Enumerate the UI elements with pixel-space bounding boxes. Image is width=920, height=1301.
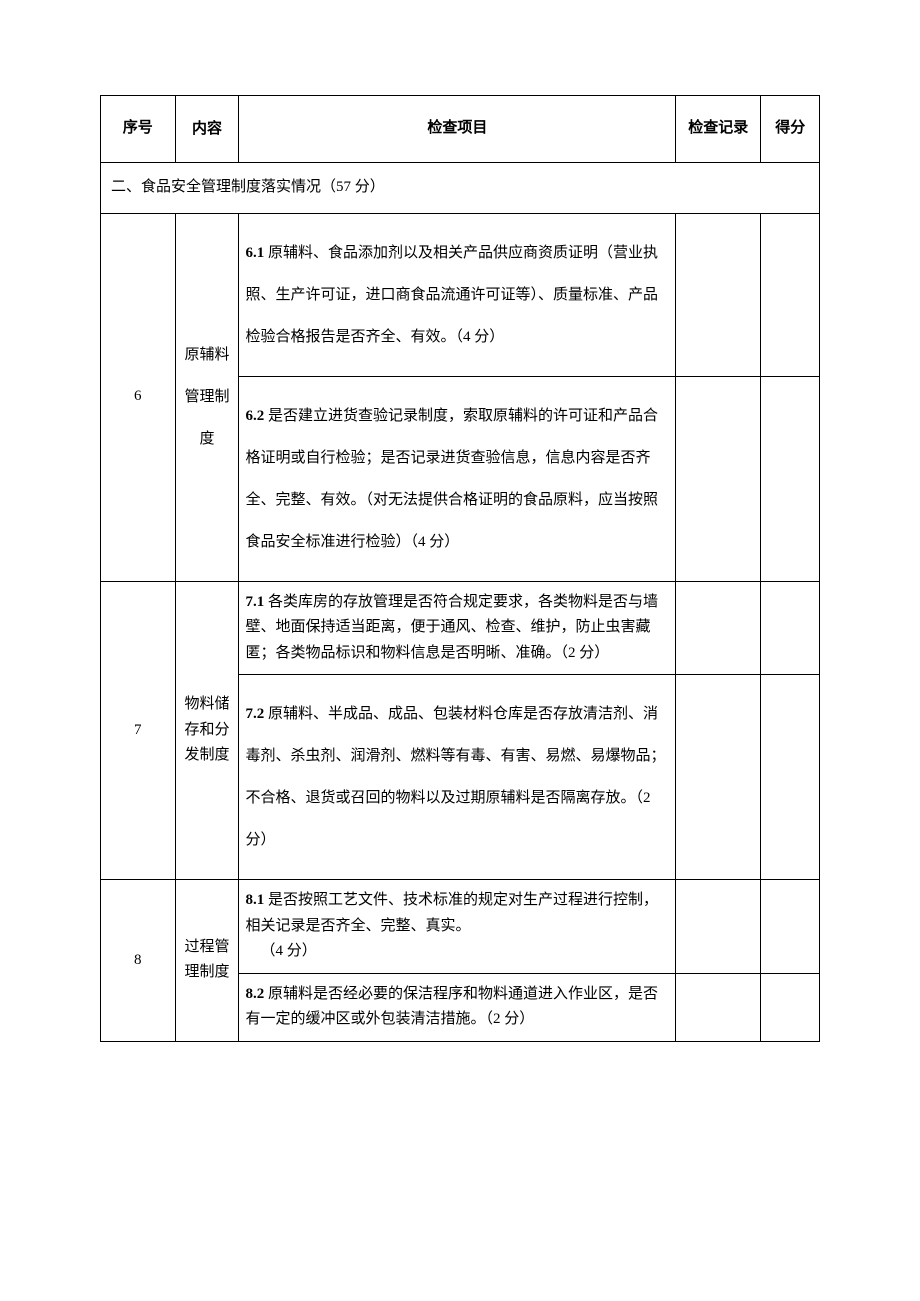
record-cell — [676, 376, 761, 581]
inspection-table: 序号 内容 检查项目 检查记录 得分 二、食品安全管理制度落实情况（57 分） … — [100, 95, 820, 1042]
item-cell: 7.2 原辅料、半成品、成品、包装材料仓库是否存放清洁剂、消毒剂、杀虫剂、润滑剂… — [239, 675, 676, 880]
score-cell — [761, 973, 820, 1041]
record-cell — [676, 213, 761, 376]
seq-cell: 6 — [101, 213, 176, 581]
content-cell: 原辅料管理制度 — [175, 213, 239, 581]
header-record: 检查记录 — [676, 96, 761, 163]
item-cell: 7.1 各类库房的存放管理是否符合规定要求，各类物料是否与墙壁、地面保持适当距离… — [239, 581, 676, 675]
header-content: 内容 — [175, 96, 239, 163]
table-header-row: 序号 内容 检查项目 检查记录 得分 — [101, 96, 820, 163]
score-cell — [761, 675, 820, 880]
item-cell: 8.1 是否按照工艺文件、技术标准的规定对生产过程进行控制，相关记录是否齐全、完… — [239, 880, 676, 974]
content-cell: 物料储存和分发制度 — [175, 581, 239, 880]
table-row: 7 物料储存和分发制度 7.1 各类库房的存放管理是否符合规定要求，各类物料是否… — [101, 581, 820, 675]
score-cell — [761, 213, 820, 376]
score-cell — [761, 581, 820, 675]
record-cell — [676, 675, 761, 880]
header-seq: 序号 — [101, 96, 176, 163]
record-cell — [676, 880, 761, 974]
score-cell — [761, 880, 820, 974]
table-row: 8 过程管理制度 8.1 是否按照工艺文件、技术标准的规定对生产过程进行控制，相… — [101, 880, 820, 974]
score-cell — [761, 376, 820, 581]
item-cell: 8.2 原辅料是否经必要的保洁程序和物料通道进入作业区，是否有一定的缓冲区或外包… — [239, 973, 676, 1041]
header-score: 得分 — [761, 96, 820, 163]
content-cell: 过程管理制度 — [175, 880, 239, 1042]
item-cell: 6.1 原辅料、食品添加剂以及相关产品供应商资质证明（营业执照、生产许可证，进口… — [239, 213, 676, 376]
table-row: 6 原辅料管理制度 6.1 原辅料、食品添加剂以及相关产品供应商资质证明（营业执… — [101, 213, 820, 376]
record-cell — [676, 973, 761, 1041]
section-title-row: 二、食品安全管理制度落实情况（57 分） — [101, 163, 820, 214]
header-item: 检查项目 — [239, 96, 676, 163]
record-cell — [676, 581, 761, 675]
section-title: 二、食品安全管理制度落实情况（57 分） — [101, 163, 820, 214]
seq-cell: 8 — [101, 880, 176, 1042]
seq-cell: 7 — [101, 581, 176, 880]
item-cell: 6.2 是否建立进货查验记录制度，索取原辅料的许可证和产品合格证明或自行检验；是… — [239, 376, 676, 581]
